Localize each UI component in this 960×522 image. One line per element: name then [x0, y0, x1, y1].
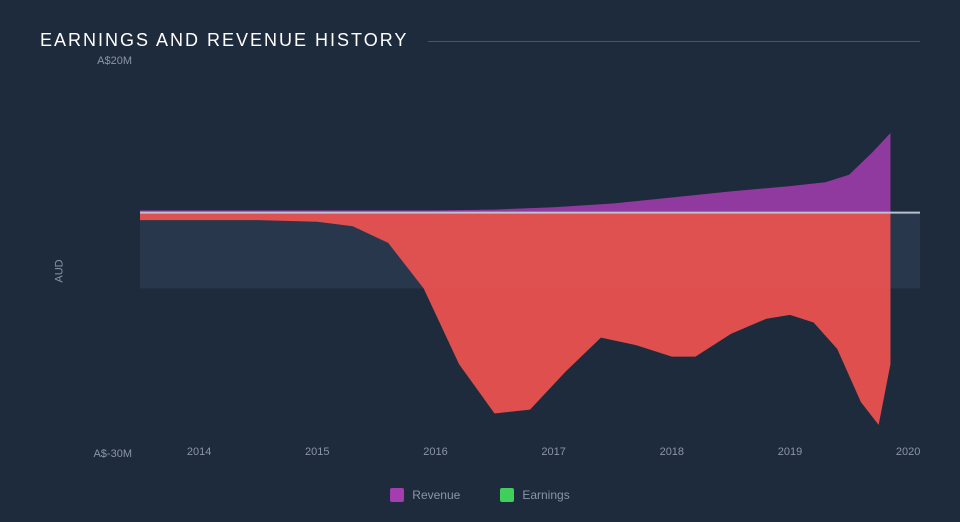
y-tick-column: A$20MA$-30M [80, 61, 140, 480]
x-tick-label: 2016 [423, 446, 447, 458]
x-tick-label: 2017 [541, 446, 565, 458]
legend-swatch [390, 488, 404, 502]
y-tick-label: A$20M [97, 55, 132, 67]
x-tick-label: 2019 [778, 446, 802, 458]
title-divider [428, 41, 920, 42]
x-tick-label: 2018 [660, 446, 684, 458]
chart-container: EARNINGS AND REVENUE HISTORY AUD A$20MA$… [0, 0, 960, 522]
y-axis-label: AUD [54, 259, 66, 282]
legend-item: Earnings [500, 488, 569, 502]
plot-column: 2014 2015 2016 2017 2018 2019 2020 [140, 61, 920, 480]
legend-item: Revenue [390, 488, 460, 502]
legend-label: Earnings [522, 488, 569, 502]
revenue-area [140, 133, 890, 213]
title-row: EARNINGS AND REVENUE HISTORY [40, 30, 920, 51]
y-tick-label: A$-30M [93, 448, 132, 460]
chart-body: AUD A$20MA$-30M 2014 2015 2016 2017 2018 2019… [40, 61, 920, 480]
legend-swatch [500, 488, 514, 502]
chart-svg [140, 61, 920, 440]
plot-area [140, 61, 920, 440]
x-tick-label: 2020 [896, 446, 920, 458]
legend: Revenue Earnings [40, 480, 920, 502]
legend-label: Revenue [412, 488, 460, 502]
x-axis: 2014 2015 2016 2017 2018 2019 2020 [140, 440, 920, 480]
x-tick-label: 2015 [305, 446, 329, 458]
x-tick-label: 2014 [187, 446, 211, 458]
chart-title: EARNINGS AND REVENUE HISTORY [40, 30, 408, 51]
y-axis-label-column: AUD [40, 61, 80, 480]
